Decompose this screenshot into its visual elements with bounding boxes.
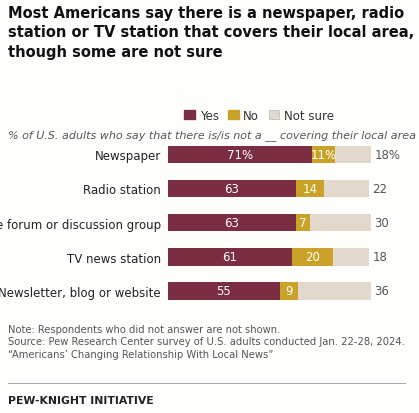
Text: 63: 63 xyxy=(224,183,239,195)
Bar xyxy=(168,282,279,300)
Bar xyxy=(335,146,371,164)
Text: 30: 30 xyxy=(374,216,389,230)
Text: Most Americans say there is a newspaper, radio
station or TV station that covers: Most Americans say there is a newspaper,… xyxy=(8,6,415,59)
Text: 18: 18 xyxy=(372,251,387,263)
Text: 63: 63 xyxy=(224,216,239,230)
Text: “Americans’ Changing Relationship With Local News”: “Americans’ Changing Relationship With L… xyxy=(8,349,274,359)
Text: 11%: 11% xyxy=(310,149,336,161)
Text: Source: Pew Research Center survey of U.S. adults conducted Jan. 22-28, 2024.: Source: Pew Research Center survey of U.… xyxy=(8,337,405,347)
Bar xyxy=(296,214,310,232)
Text: % of U.S. adults who say that there is/is not a __ covering their local area: % of U.S. adults who say that there is/i… xyxy=(8,130,416,141)
Text: PEW-KNIGHT INITIATIVE: PEW-KNIGHT INITIATIVE xyxy=(8,395,154,405)
Bar xyxy=(279,282,298,300)
Bar xyxy=(298,282,371,300)
Text: 71%: 71% xyxy=(227,149,253,161)
Bar xyxy=(312,146,335,164)
Bar xyxy=(333,248,369,266)
Text: 36: 36 xyxy=(374,285,389,297)
Bar xyxy=(310,214,371,232)
Bar xyxy=(296,180,324,198)
Bar xyxy=(168,180,296,198)
Bar xyxy=(168,214,296,232)
Legend: Yes, No, Not sure: Yes, No, Not sure xyxy=(179,104,339,127)
Text: 9: 9 xyxy=(285,285,292,297)
Text: 14: 14 xyxy=(303,183,318,195)
Bar xyxy=(168,248,292,266)
Text: 61: 61 xyxy=(222,251,237,263)
Bar xyxy=(292,248,333,266)
Text: Note: Respondents who did not answer are not shown.: Note: Respondents who did not answer are… xyxy=(8,324,281,334)
Bar xyxy=(324,180,369,198)
Text: 22: 22 xyxy=(372,183,387,195)
Text: 20: 20 xyxy=(305,251,320,263)
Text: 55: 55 xyxy=(216,285,231,297)
Text: 7: 7 xyxy=(299,216,307,230)
Text: 18%: 18% xyxy=(374,149,400,161)
Bar xyxy=(168,146,312,164)
